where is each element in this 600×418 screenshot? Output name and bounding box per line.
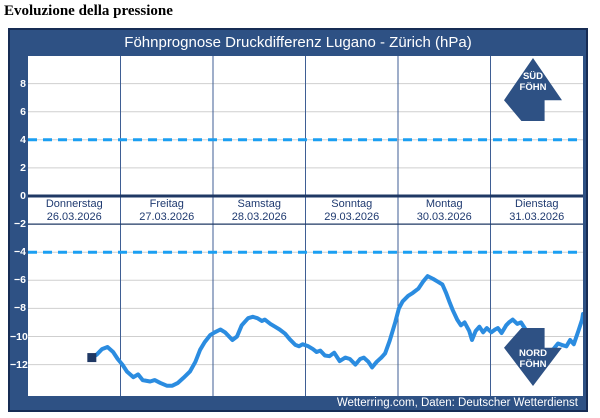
sued-foehn-label: SÜD FÖHN [519, 71, 547, 93]
chart-title: Föhnprognose Druckdifferenz Lugano - Zür… [124, 34, 472, 51]
pressure-difference-line [89, 274, 583, 388]
day-label-montag: Montag 30.03.2026 [398, 197, 491, 223]
nord-foehn-label: NORD FÖHN [519, 348, 547, 370]
day-name: Dienstag [515, 198, 559, 210]
pressure-difference-chart [28, 56, 583, 396]
chart-body: 8 6 4 2 0 −2 −4 −6 −8 −10 −12 Donnerstag 26.03.2026… [10, 56, 586, 396]
day-label-sonntag: Sonntag 29.03.2026 [306, 197, 399, 223]
foehn-chart-widget: Föhnprognose Druckdifferenz Lugano - Zür… [8, 28, 588, 412]
y-axis-tick: −4 [14, 246, 26, 259]
day-name: Montag [425, 198, 463, 210]
day-name: Sonntag [331, 198, 373, 210]
y-axis-tick: −8 [14, 302, 26, 315]
y-axis-tick: −12 [10, 358, 28, 371]
forecast-start-marker [87, 353, 97, 363]
y-axis-tick: −6 [14, 274, 26, 287]
day-date: 27.03.2026 [139, 210, 195, 223]
day-labels-band: Donnerstag 26.03.2026 Freitag 27.03.2026 Sam… [28, 197, 583, 223]
plot-area: Donnerstag 26.03.2026 Freitag 27.03.2026 Sam… [28, 56, 583, 396]
y-axis-tick: 6 [20, 105, 26, 118]
y-axis-tick: −2 [14, 218, 26, 231]
page-title: Evoluzione della pressione [4, 3, 173, 19]
day-label-dienstag: Dienstag 31.03.2026 [491, 197, 584, 223]
day-name: Freitag [149, 198, 184, 210]
day-date: 28.03.2026 [231, 210, 287, 223]
day-label-samstag: Samstag 28.03.2026 [213, 197, 306, 223]
day-date: 26.03.2026 [46, 210, 102, 223]
day-date: 30.03.2026 [416, 210, 472, 223]
day-label-donnerstag: Donnerstag 26.03.2026 [28, 197, 121, 223]
day-date: 31.03.2026 [509, 210, 565, 223]
attribution-footer: Wetterring.com, Daten: Deutscher Wetterd… [336, 397, 578, 409]
y-axis-tick: 4 [20, 133, 26, 146]
day-name: Samstag [237, 198, 281, 210]
day-date: 29.03.2026 [324, 210, 380, 223]
y-axis-band: 8 6 4 2 0 −2 −4 −6 −8 −10 −12 [10, 56, 28, 396]
y-axis-tick: 2 [20, 161, 26, 174]
day-name: Donnerstag [45, 198, 103, 210]
y-axis-tick: −10 [10, 330, 28, 343]
y-axis-tick: 8 [20, 77, 26, 90]
y-axis-tick: 0 [20, 190, 26, 202]
day-label-freitag: Freitag 27.03.2026 [121, 197, 214, 223]
